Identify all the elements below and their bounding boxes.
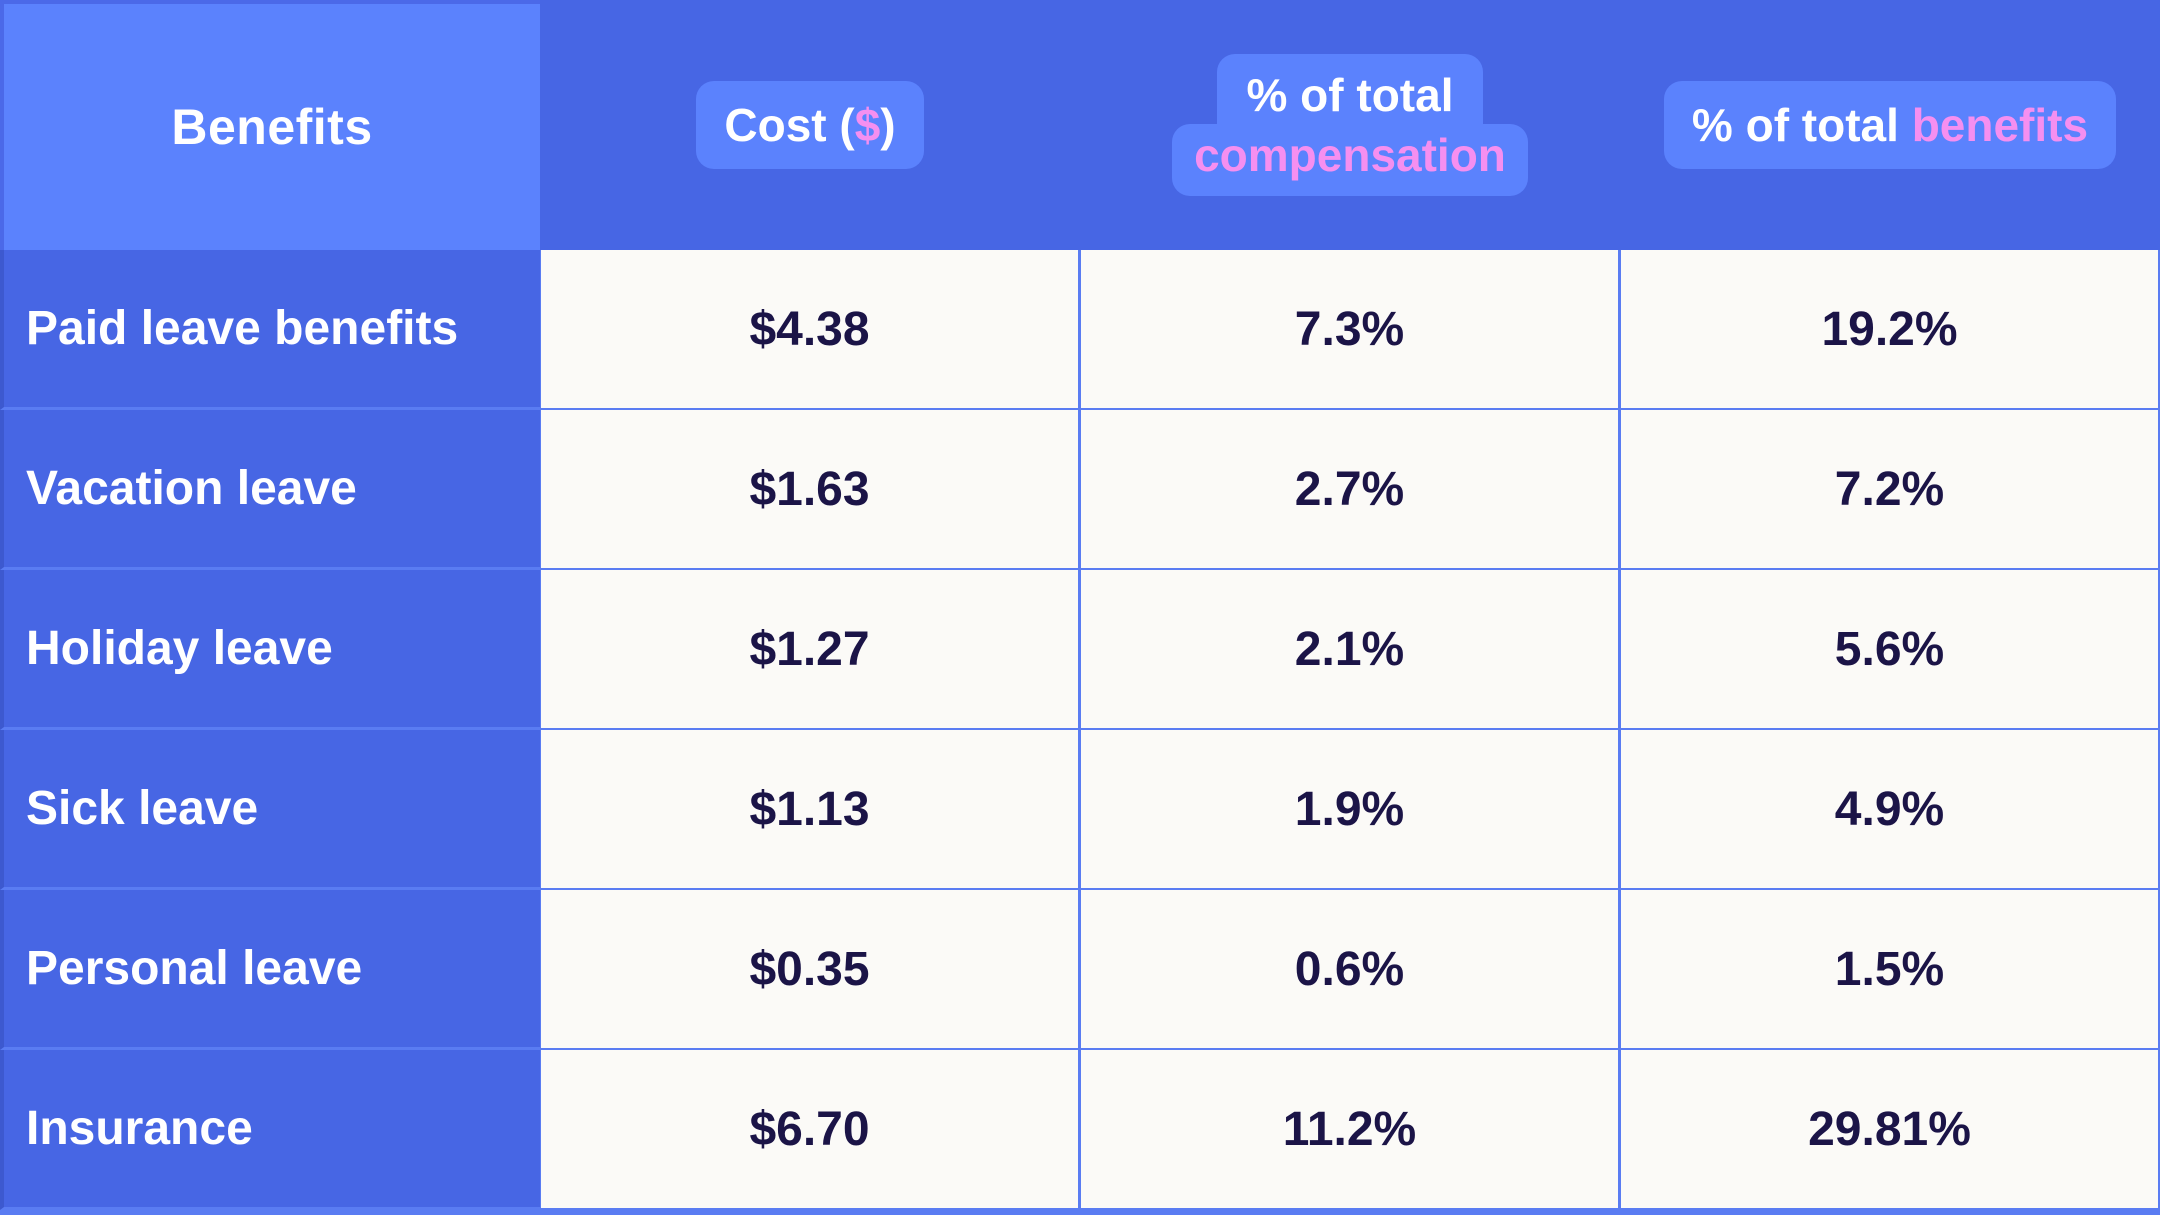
cell-pct-compensation: 7.3%	[1080, 250, 1620, 410]
header-cost-close: )	[880, 98, 896, 151]
header-pct-compensation-pill: % of total compensation	[1172, 54, 1528, 196]
cell-pct-benefits: 19.2%	[1620, 250, 2160, 410]
header-pct-compensation-line2: compensation	[1172, 124, 1528, 196]
header-cost: Cost ($)	[540, 0, 1080, 250]
header-benefits: Benefits	[0, 0, 540, 250]
cell-pct-compensation: 0.6%	[1080, 890, 1620, 1050]
header-cost-pill: Cost ($)	[696, 80, 924, 170]
cell-cost: $1.13	[540, 730, 1080, 890]
header-pct-benefits-pill: % of total benefits	[1663, 80, 2117, 170]
table-bottom-border	[0, 1210, 2160, 1215]
header-cost-label: Cost (	[724, 98, 855, 151]
header-benefits-label: Benefits	[171, 99, 373, 155]
header-pct-benefits: % of total benefits	[1620, 0, 2160, 250]
row-label: Insurance	[0, 1050, 540, 1210]
cell-pct-compensation: 1.9%	[1080, 730, 1620, 890]
header-pct-compensation: % of total compensation	[1080, 0, 1620, 250]
cell-cost: $4.38	[540, 250, 1080, 410]
row-label: Holiday leave	[0, 570, 540, 730]
header-pct-compensation-line1: % of total	[1216, 54, 1484, 126]
header-cost-currency: $	[854, 98, 881, 151]
row-label: Vacation leave	[0, 410, 540, 570]
cell-cost: $1.27	[540, 570, 1080, 730]
header-pct-benefits-accent: benefits	[1911, 98, 2089, 151]
cell-cost: $0.35	[540, 890, 1080, 1050]
row-label: Sick leave	[0, 730, 540, 890]
cell-pct-benefits: 29.81%	[1620, 1050, 2160, 1210]
header-pct-benefits-label: % of total	[1691, 98, 1912, 151]
cell-pct-compensation: 2.1%	[1080, 570, 1620, 730]
row-label: Personal leave	[0, 890, 540, 1050]
cell-pct-benefits: 7.2%	[1620, 410, 2160, 570]
cell-pct-benefits: 1.5%	[1620, 890, 2160, 1050]
cell-pct-compensation: 2.7%	[1080, 410, 1620, 570]
cell-pct-benefits: 4.9%	[1620, 730, 2160, 890]
cell-cost: $6.70	[540, 1050, 1080, 1210]
cell-pct-benefits: 5.6%	[1620, 570, 2160, 730]
row-label: Paid leave benefits	[0, 250, 540, 410]
cell-pct-compensation: 11.2%	[1080, 1050, 1620, 1210]
cell-cost: $1.63	[540, 410, 1080, 570]
